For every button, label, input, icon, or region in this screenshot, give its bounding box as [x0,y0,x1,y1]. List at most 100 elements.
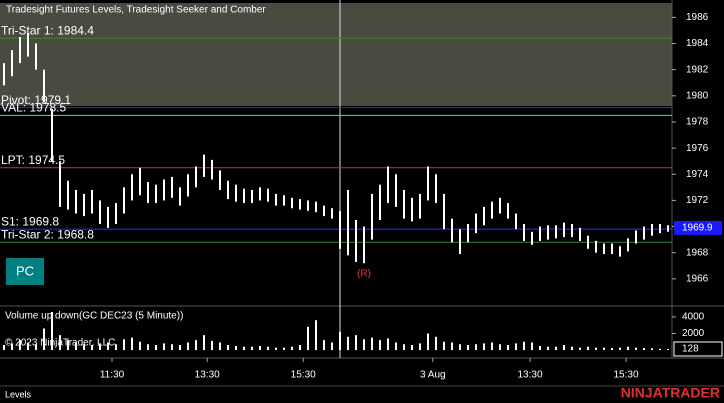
volume-bar [499,344,501,351]
volume-bar [523,341,525,351]
volume-bar [131,337,133,351]
volume-bar [507,345,509,351]
volume-bar [11,343,13,351]
volume-bar [195,340,197,351]
volume-bar [651,348,653,351]
level-label: Pivot: 1979.1 [1,93,71,107]
volume-bar [595,347,597,351]
volume-bar [627,346,629,351]
volume-bar [619,347,621,351]
volume-bar [491,342,493,351]
y-tick-label: 1984 [686,38,709,49]
volume-bar [3,345,5,351]
level-label: S1: 1969.8 [1,214,59,228]
volume-bar [323,340,325,351]
y-tick-label: 2000 [682,328,705,339]
indicator-title: Tradesight Futures Levels, Tradesight Se… [6,5,266,16]
volume-bar [555,346,557,351]
volume-bar [299,345,301,351]
x-tick-label: 11:30 [100,370,125,381]
level-label: VAL: 1978.5 [1,101,66,115]
volume-bar [163,343,165,351]
volume-bar [155,345,157,351]
level-label: Tri-Star 2: 1968.8 [1,227,94,241]
tab[interactable]: Levels [5,389,32,399]
volume-bar [547,346,549,351]
volume-bar [483,343,485,351]
volume-bar [139,341,141,351]
last-volume-box [673,341,723,357]
volume-bar [531,342,533,351]
volume-bar [467,345,469,351]
volume-bar [227,345,229,351]
volume-bar [147,344,149,351]
y-tick-label: 1972 [686,195,709,206]
volume-bar [339,331,341,351]
volume-bar [611,347,613,351]
volume-bar [203,335,205,351]
volume-bar [115,344,117,351]
volume-bar [219,342,221,351]
volume-bar [371,337,373,351]
volume-bar [211,340,213,351]
y-tick-label: 1968 [686,247,709,258]
pc-button[interactable] [6,258,44,285]
volume-bar [51,311,53,351]
x-tick-label: 15:30 [291,370,316,381]
last-price-box [674,220,722,235]
volume-bar [587,346,589,351]
x-tick-label: 3 Aug [420,370,446,381]
volume-bar [379,340,381,351]
volume-bar [571,346,573,351]
volume-bar [179,345,181,351]
volume-bar [659,348,661,351]
pc-button-label[interactable]: PC [16,263,34,278]
volume-bar [387,338,389,351]
volume-bar [331,342,333,351]
volume-bar [363,339,365,351]
volume-bar [427,333,429,351]
volume-bar [19,340,21,351]
volume-bar [667,348,669,351]
x-tick-label: 13:30 [517,370,542,381]
x-tick-label: 15:30 [613,370,638,381]
y-tick-label: 1982 [686,64,709,75]
volume-bar [75,342,77,351]
y-tick-label: 4000 [682,312,705,323]
y-tick-label: 1980 [686,90,709,101]
volume-bar [395,342,397,351]
volume-bar [307,326,309,351]
volume-bar [123,339,125,351]
volume-title: Volume up down(GC DEC23 (5 Minute)) [5,311,183,322]
volume-bar [27,342,29,351]
level-label: Tri-Star 1: 1984.4 [1,23,94,37]
volume-bar [435,336,437,351]
volume-bar [59,335,61,351]
volume-bar [475,344,477,351]
volume-bar [259,345,261,351]
volume-bar [267,346,269,351]
annotation: (R) [357,268,371,279]
volume-bar [419,343,421,351]
volume-bar [251,346,253,351]
volume-bar [171,344,173,351]
volume-bar [275,347,277,351]
x-tick-label: 13:30 [195,370,220,381]
volume-bar [83,344,85,351]
volume-bar [539,345,541,351]
volume-bar [243,346,245,351]
volume-bar [579,347,581,351]
y-tick-label: 1966 [686,273,709,284]
last-price-label: 1969.9 [682,223,713,234]
last-volume-label: 128 [682,344,699,355]
volume-bar [403,344,405,351]
volume-bar [91,345,93,351]
volume-bar [603,347,605,351]
volume-bar [291,346,293,351]
volume-bar [67,340,69,351]
volume-bar [411,345,413,351]
y-tick-label: 1986 [686,12,709,23]
volume-bar [235,345,237,351]
volume-bar [643,347,645,351]
shaded-zone [0,3,672,106]
